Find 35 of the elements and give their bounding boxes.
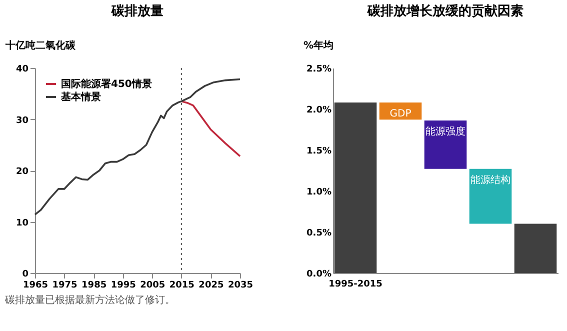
bar <box>514 224 557 273</box>
x-tick-label: 2035 <box>228 280 254 290</box>
line-series <box>34 78 241 216</box>
x-tick-label: 1995 <box>110 280 136 290</box>
x-tick-label: 2025 <box>198 280 224 290</box>
text: 碳排放量已根据最新方法论做了修订。 <box>4 294 175 306</box>
x-tick-label: 1965 <box>22 280 48 290</box>
x-tick-label: 2015 <box>169 280 194 290</box>
y-axis-title: %年均 <box>304 40 334 52</box>
x-tick-label: 1995-2015 <box>328 280 382 290</box>
y-tick-label: 40 <box>16 64 28 74</box>
y-tick-label: 1.5% <box>306 146 332 156</box>
y-tick-label: 0.5% <box>306 228 332 238</box>
y-tick-label: 2.0% <box>306 106 332 116</box>
y-tick-label: 0 <box>22 270 28 280</box>
bar <box>469 168 512 224</box>
y-tick-label: 10 <box>16 218 28 228</box>
x-tick-label: 2005 <box>140 280 166 290</box>
chart-title: 碳排放增长放缓的贡献因素 <box>366 3 524 19</box>
y-tick-label: 2.5% <box>306 64 332 74</box>
line-series <box>180 100 241 158</box>
bar <box>334 102 377 273</box>
legend-label: 国际能源署450情景 <box>61 78 152 90</box>
y-tick-label: 0.0% <box>306 270 332 280</box>
y-tick-label: 20 <box>16 167 28 177</box>
y-tick-label: 1.0% <box>306 188 332 198</box>
x-tick-label: 能源强度 <box>426 125 466 138</box>
x-tick-label: 1985 <box>82 280 107 290</box>
y-axis-title: 十亿吨二氧化碳 <box>4 40 76 52</box>
y-tick-label: 30 <box>16 116 28 126</box>
x-tick-label: GDP <box>390 108 412 120</box>
x-tick-label: 1975 <box>52 280 78 290</box>
legend-label: 基本情景 <box>60 91 101 103</box>
chart-title: 碳排放量 <box>110 4 164 19</box>
x-tick-label: 能源结构 <box>470 174 510 186</box>
